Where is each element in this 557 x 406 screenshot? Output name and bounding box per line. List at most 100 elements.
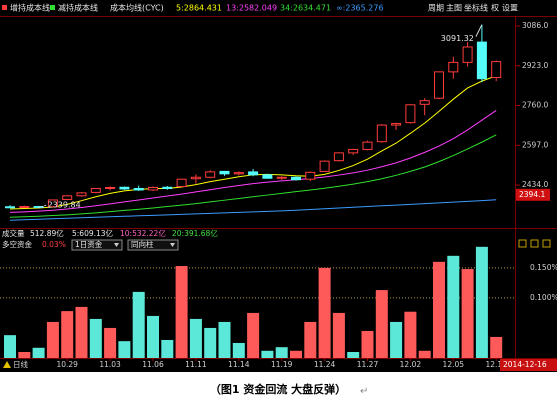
caption: （图1 资金回流 大盘反弹） (210, 382, 346, 396)
bar (318, 267, 331, 358)
candle-body (47, 199, 58, 208)
bar (361, 330, 374, 358)
legend-entry: 34:2634.471 (280, 4, 331, 13)
candle-body (133, 187, 144, 191)
y-tick-label: 2760.0 (522, 101, 548, 110)
candle-body (205, 171, 216, 178)
period-label: 日线 (13, 359, 28, 369)
bar (89, 318, 102, 358)
bar (204, 327, 217, 358)
bar (475, 246, 488, 358)
moving-average-line (9, 109, 497, 213)
button[interactable] (530, 239, 539, 248)
bar (232, 342, 245, 358)
legend-entry: ∞:2365.276 (336, 4, 384, 13)
candle-body (19, 206, 30, 209)
candle-body (448, 61, 459, 73)
bar (447, 255, 460, 358)
bar (118, 341, 131, 358)
caption-background (0, 372, 557, 406)
legend-entry: 5:2864.431 (176, 4, 222, 13)
bar (433, 261, 445, 358)
candle-body (362, 141, 373, 150)
candle-body (76, 192, 87, 197)
panel-title: 多空资金 (2, 239, 32, 249)
bar (261, 350, 274, 358)
x-tick-label: 10.29 (56, 360, 78, 369)
dropdown[interactable] (127, 239, 179, 251)
candle-body (176, 178, 187, 188)
legend-entry: 13:2582.049 (226, 4, 277, 13)
candle-body (62, 195, 73, 200)
toolbar-button[interactable]: 坐标线 (464, 3, 488, 13)
candle-body (419, 100, 430, 105)
button[interactable] (542, 239, 551, 248)
bar (347, 351, 360, 358)
dropdown-label[interactable]: 同向柱 (131, 239, 154, 249)
legend-swatch (50, 5, 55, 10)
bar (461, 269, 474, 358)
candle-body (491, 61, 502, 78)
legend-swatch (2, 5, 7, 10)
volume-info: 512.89亿 (30, 228, 64, 238)
window-buttons (518, 239, 551, 248)
y-tick-label: 2434.0 (522, 180, 548, 189)
bar (175, 266, 188, 358)
price-marker (516, 188, 550, 201)
x-tick-label: 12.10 (485, 360, 507, 369)
bar (404, 311, 417, 358)
candle-body (5, 206, 15, 209)
candle-body (305, 171, 316, 180)
candle-body (291, 176, 301, 181)
bar (161, 339, 174, 358)
y-tick-label: 0.100% (530, 293, 557, 302)
toolbar-button[interactable]: 主图 (446, 3, 462, 13)
bar (218, 321, 231, 358)
dropdown-label[interactable]: 1日资金 (75, 239, 103, 249)
candle-body (462, 46, 473, 63)
candle-body (319, 160, 330, 172)
candle-body (333, 152, 344, 162)
bar (304, 321, 317, 358)
toolbar-button[interactable]: 权 (491, 3, 499, 13)
candle-body (276, 176, 287, 179)
y-tick-label: 0.150% (530, 263, 557, 272)
toolbar-button[interactable]: 周期 (428, 4, 444, 13)
bar (75, 306, 88, 358)
bar (275, 347, 288, 358)
candle-body (233, 172, 244, 175)
x-tick-label: 11.19 (271, 360, 293, 369)
period-icon (3, 361, 11, 368)
y-tick-label: 2597.0 (522, 140, 548, 149)
bar (61, 311, 74, 358)
high-pointer (475, 24, 483, 37)
paragraph-mark: ↵ (360, 386, 368, 397)
x-tick-label: 12.02 (400, 360, 422, 369)
bar (104, 327, 117, 358)
bar (189, 318, 202, 358)
x-tick-label: 11.24 (314, 360, 336, 369)
date-box-label: 2014-12-16 (503, 360, 547, 369)
toolbar-button[interactable]: 设置 (502, 3, 518, 13)
volume-info: 10:532.22亿 (120, 228, 166, 238)
high-label: 3091.32 (441, 34, 474, 43)
candle-body (190, 176, 201, 180)
y-tick-label: 3086.0 (522, 21, 548, 30)
x-tick-label: 12.05 (443, 360, 465, 369)
button[interactable] (518, 239, 527, 248)
x-tick-label: 11.14 (228, 360, 250, 369)
y-tick-label: 2923.0 (522, 61, 548, 70)
candle-body (90, 187, 101, 193)
dropdown-arrow (114, 243, 119, 247)
dropdown[interactable] (71, 239, 123, 251)
candle-body (219, 170, 230, 175)
bar (132, 291, 145, 358)
bar (32, 347, 45, 358)
candle-body (248, 171, 259, 176)
volume-info: 5:609.13亿 (72, 228, 114, 238)
bar (18, 351, 31, 358)
moving-average-line (9, 199, 497, 221)
candle-body (119, 186, 130, 190)
toolbar-item: 减持成本线 (58, 3, 98, 13)
